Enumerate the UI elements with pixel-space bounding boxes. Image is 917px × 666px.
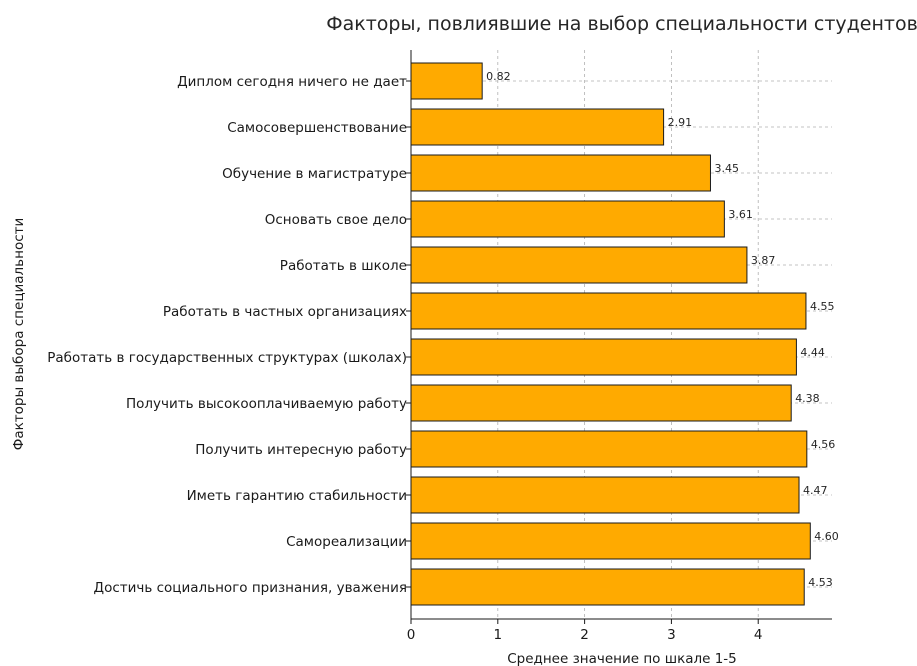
category-label: Работать в школе [280,258,407,274]
value-label: 4.53 [808,576,833,589]
bar [410,154,711,192]
bar [410,568,805,606]
bar [410,384,792,422]
category-labels: Диплом сегодня ничего не дает Самосоверше… [47,74,407,596]
value-label: 4.38 [795,392,820,405]
value-label: 4.47 [803,484,828,497]
category-label: Получить интересную работу [195,442,407,458]
category-label: Самореализации [286,534,407,550]
value-label: 4.56 [811,438,836,451]
x-tick-label: 3 [667,627,676,643]
value-label: 3.61 [728,208,753,221]
category-label: Основать свое дело [265,212,407,228]
value-label: 4.60 [814,530,839,543]
value-label: 4.55 [810,300,835,313]
category-label: Самосовершенствование [227,120,407,136]
x-tick-label: 0 [407,627,416,643]
chart-title: Факторы, повлиявшие на выбор специальнос… [326,13,917,35]
bar [410,522,811,560]
category-label: Работать в частных организациях [163,304,407,320]
y-axis-label: Факторы выбора специальности [11,218,27,451]
value-label: 3.45 [714,162,739,175]
bar [410,292,807,330]
bar [410,430,808,468]
bar [410,246,748,284]
category-label: Достичь социального признания, уважения [94,580,407,596]
category-label: Получить высокооплачиваемую работу [126,396,407,412]
bar [410,476,800,514]
category-label: Работать в государственных структурах (ш… [47,350,407,366]
x-tick-labels: 0 1 2 3 4 [407,627,763,643]
value-label: 0.82 [486,70,511,83]
value-label: 2.91 [668,116,693,129]
axes [406,50,832,624]
value-label: 3.87 [751,254,776,267]
category-label: Иметь гарантию стабильности [187,488,407,504]
bar [410,62,483,100]
bar [410,338,797,376]
value-label: 4.44 [800,346,825,359]
x-axis-label: Среднее значение по шкале 1-5 [507,651,737,666]
x-tick-label: 1 [494,627,503,643]
x-tick-label: 2 [580,627,589,643]
x-tick-label: 4 [754,627,763,643]
category-label: Обучение в магистратуре [222,166,407,182]
value-labels: 0.82 2.91 3.45 3.61 3.87 4.55 4.44 4.38 4.56 4.47… [486,70,839,589]
bar [410,108,665,146]
bar [410,200,725,238]
bars [410,62,811,606]
category-label: Диплом сегодня ничего не дает [177,74,407,90]
